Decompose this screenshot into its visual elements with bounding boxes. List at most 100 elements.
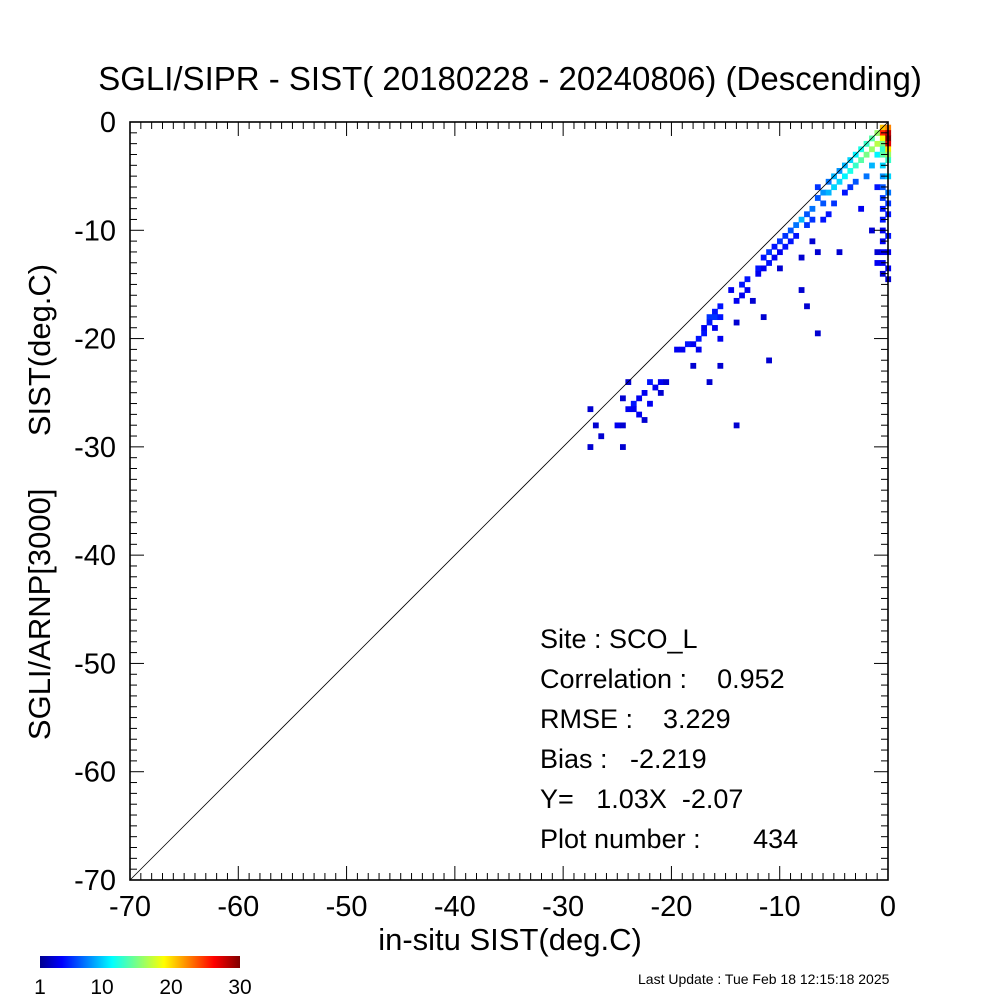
last-update-text: Last Update : Tue Feb 18 12:15:18 2025 [638,971,890,987]
y-axis-label-line-1: SGLI/ARNP[3000] SIST(deg.C) [22,264,57,740]
density-cell [847,184,854,191]
density-cell [690,362,697,369]
density-cell [782,232,789,239]
x-tick-label: -30 [542,891,584,923]
density-cell [874,249,881,256]
colorbar-tick-label: 1 [34,976,46,999]
density-cell [636,411,643,418]
x-tick-label: -60 [217,891,259,923]
density-cell [782,243,789,250]
density-cell [744,287,751,293]
density-cell [717,303,724,310]
stat-fit: Y= 1.03X -2.07 [540,784,743,814]
density-cell [825,189,832,196]
x-axis-label: in-situ SIST(deg.C) [378,922,642,957]
density-cell [733,297,740,304]
density-cell [701,325,708,331]
density-cell [814,184,821,191]
density-cell [787,238,794,245]
density-cell [766,249,772,256]
density-cell [695,335,702,342]
x-tick-label: -50 [326,891,368,923]
y-tick-label: -20 [74,324,116,356]
density-cell [619,444,626,450]
x-tick-label: 0 [880,891,896,923]
density-cell [755,270,762,277]
density-cell [728,287,735,293]
density-cell [804,211,810,218]
density-cell [831,184,837,191]
density-cell [630,406,637,413]
density-cell [869,146,875,153]
density-cell [809,238,816,245]
stats-box: Site : SCO_L Correlation : 0.952 RMSE : … [540,624,798,854]
y-tick-label: -40 [74,540,116,572]
stat-plot-number: Plot number : 434 [540,824,798,854]
density-cell [777,249,783,256]
density-cell [863,151,870,158]
density-cell [598,433,605,440]
x-tick-label: -70 [109,891,151,923]
density-cell [636,395,643,402]
x-tick-label: -10 [759,891,801,923]
density-cell [760,254,767,261]
density-cell [706,379,713,385]
density-cell [695,346,702,353]
density-cell [804,222,810,228]
colorbar-tick-label: 10 [90,976,113,999]
colorbar-tick-labels: 1 10 20 30 [34,976,252,999]
density-cell [777,238,783,245]
density-cell [701,330,708,337]
density-cell [874,140,881,147]
density-cell [619,422,626,429]
density-cell [771,254,778,261]
density-cell [647,379,653,385]
x-tick-labels: -70 -60 -50 -40 -30 -20 -10 0 [109,891,896,923]
density-cell [858,205,865,212]
density-cell [744,276,751,283]
density-cell [587,406,594,413]
density-cell [766,357,772,364]
y-axis-label-part-1: SGLI/ARNP[3000] [22,489,57,741]
y-tick-label: -50 [74,648,116,680]
density-cell [749,297,756,304]
y-axis-label-part-2: SIST(deg.C) [22,264,57,436]
x-tick-label: -40 [434,891,476,923]
density-cell [847,168,854,174]
density-cell [831,200,837,207]
density-cell [836,249,843,256]
y-tick-label: -60 [74,757,116,789]
y-tick-label: -10 [74,215,116,247]
density-cell [858,157,865,164]
density-cell [820,216,827,223]
chart-title: SGLI/SIPR - SIST( 20180228 - 20240806) (… [98,60,922,97]
density-cell [814,330,821,337]
colorbar-tick-label: 30 [228,976,251,999]
density-cell [712,314,718,321]
density-cell [641,417,648,423]
density-cell [771,243,778,250]
y-tick-label: -70 [74,865,116,897]
density-cell [869,162,875,169]
density-cell [592,422,599,429]
density-cell [739,281,745,288]
density-cell [852,162,859,169]
density-cell [820,200,827,207]
density-cell [814,249,821,256]
stat-correlation: Correlation : 0.952 [540,664,785,694]
density-cell [760,265,767,272]
density-cell [614,422,621,429]
density-cell [760,314,767,321]
density-cell [717,314,724,321]
density-cell [587,444,594,450]
density-cell [804,303,810,310]
density-cell [814,195,821,201]
density-cell [879,146,886,153]
density-cell [863,173,870,180]
density-cell [625,406,632,413]
y-tick-labels: -70 -60 -50 -40 -30 -20 -10 0 [74,107,116,897]
stat-rmse: RMSE : 3.229 [540,704,731,734]
density-cell [717,362,724,369]
density-cell [852,178,859,185]
